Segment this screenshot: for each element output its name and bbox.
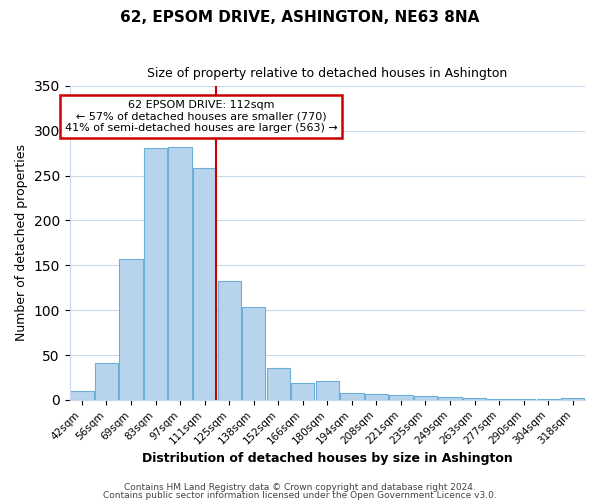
Bar: [95, 363, 118, 400]
Bar: [291, 383, 314, 400]
Bar: [119, 259, 143, 400]
Bar: [561, 398, 584, 400]
X-axis label: Distribution of detached houses by size in Ashington: Distribution of detached houses by size …: [142, 452, 513, 465]
Text: Contains public sector information licensed under the Open Government Licence v3: Contains public sector information licen…: [103, 490, 497, 500]
Text: 62, EPSOM DRIVE, ASHINGTON, NE63 8NA: 62, EPSOM DRIVE, ASHINGTON, NE63 8NA: [121, 10, 479, 25]
Y-axis label: Number of detached properties: Number of detached properties: [15, 144, 28, 342]
Bar: [463, 398, 486, 400]
Bar: [144, 148, 167, 400]
Bar: [340, 392, 364, 400]
Title: Size of property relative to detached houses in Ashington: Size of property relative to detached ho…: [147, 68, 508, 80]
Bar: [414, 396, 437, 400]
Bar: [536, 399, 560, 400]
Bar: [218, 280, 241, 400]
Bar: [316, 381, 339, 400]
Bar: [365, 394, 388, 400]
Bar: [389, 396, 413, 400]
Bar: [193, 168, 216, 400]
Bar: [169, 147, 192, 400]
Bar: [266, 368, 290, 400]
Bar: [70, 391, 94, 400]
Bar: [487, 399, 511, 400]
Bar: [512, 399, 535, 400]
Bar: [242, 308, 265, 400]
Text: Contains HM Land Registry data © Crown copyright and database right 2024.: Contains HM Land Registry data © Crown c…: [124, 483, 476, 492]
Bar: [439, 397, 461, 400]
Text: 62 EPSOM DRIVE: 112sqm
← 57% of detached houses are smaller (770)
41% of semi-de: 62 EPSOM DRIVE: 112sqm ← 57% of detached…: [65, 100, 337, 133]
